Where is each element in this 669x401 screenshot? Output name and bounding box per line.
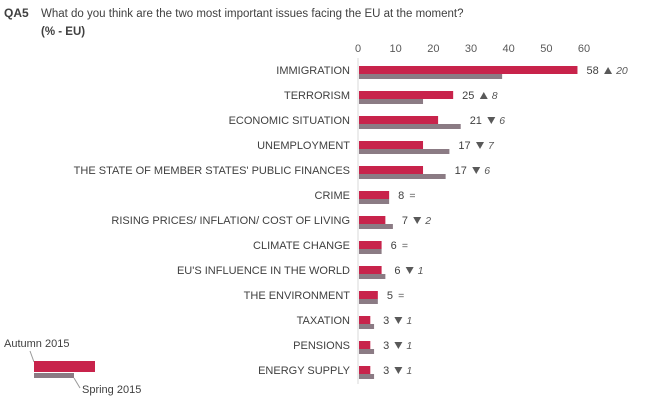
bars	[359, 66, 578, 379]
x-tick-label: 30	[465, 43, 477, 55]
x-axis: 0 10 20 30 40 50 60	[355, 43, 590, 384]
bar-autumn-2015	[359, 241, 382, 249]
value-label: 5	[387, 290, 393, 302]
bar-autumn-2015	[359, 141, 424, 149]
bar-spring-2015	[359, 299, 378, 304]
change-label: 1	[418, 265, 424, 277]
bar-spring-2015	[359, 349, 375, 354]
change-label: 1	[406, 340, 412, 352]
triangle-down-icon	[472, 167, 481, 174]
category-label: TERRORISM	[284, 90, 350, 102]
x-tick-label: 20	[427, 43, 439, 55]
category-label: THE ENVIRONMENT	[244, 290, 351, 302]
category-label: IMMIGRATION	[276, 65, 350, 77]
x-tick-label: 10	[390, 43, 402, 55]
bar-autumn-2015	[359, 166, 424, 174]
category-label: TAXATION	[297, 315, 350, 327]
bar-autumn-2015	[359, 91, 454, 99]
value-label: 3	[383, 365, 389, 377]
category-label: CRIME	[315, 190, 350, 202]
bar-spring-2015	[359, 274, 386, 279]
triangle-up-icon	[604, 67, 613, 74]
triangle-down-icon	[394, 317, 403, 324]
bar-spring-2015	[359, 99, 424, 104]
value-label: 58	[586, 65, 598, 77]
category-label: RISING PRICES/ INFLATION/ COST OF LIVING	[111, 215, 350, 227]
value-label: 3	[383, 340, 389, 352]
value-label: 17	[455, 165, 467, 177]
legend: Autumn 2015 Spring 2015	[4, 338, 141, 396]
bar-spring-2015	[359, 174, 446, 179]
category-label: CLIMATE CHANGE	[253, 240, 350, 252]
triangle-down-icon	[487, 117, 496, 124]
category-label: UNEMPLOYMENT	[257, 140, 350, 152]
triangle-down-icon	[405, 267, 414, 274]
value-label: 3	[383, 315, 389, 327]
x-tick-label: 60	[578, 43, 590, 55]
triangle-down-icon	[394, 342, 403, 349]
no-change-label: =	[409, 190, 415, 202]
bar-spring-2015	[359, 124, 461, 129]
bar-spring-2015	[359, 224, 393, 229]
bar-spring-2015	[359, 374, 375, 379]
bar-autumn-2015	[359, 66, 578, 74]
bar-autumn-2015	[359, 291, 378, 299]
legend-leader-line	[29, 350, 35, 363]
legend-swatch-spring	[34, 373, 74, 378]
value-label: 7	[402, 215, 408, 227]
change-label: 8	[492, 90, 498, 102]
legend-label-spring: Spring 2015	[82, 384, 141, 396]
category-label: ENERGY SUPPLY	[258, 365, 351, 377]
question-text: What do you think are the two most impor…	[41, 8, 464, 20]
bar-spring-2015	[359, 74, 503, 79]
bar-autumn-2015	[359, 316, 371, 324]
triangle-down-icon	[413, 217, 422, 224]
category-label: EU'S INFLUENCE IN THE WORLD	[177, 265, 350, 277]
triangle-up-icon	[479, 92, 488, 99]
bar-autumn-2015	[359, 116, 439, 124]
unit-label: (% - EU)	[41, 26, 85, 38]
triangle-down-icon	[476, 142, 484, 149]
bar-autumn-2015	[359, 341, 371, 349]
value-label: 8	[398, 190, 404, 202]
change-label: 6	[499, 115, 505, 127]
bar-autumn-2015	[359, 366, 371, 374]
no-change-label: =	[402, 240, 408, 252]
x-tick-label: 0	[355, 43, 361, 55]
question-code: QA5	[4, 6, 29, 20]
bar-autumn-2015	[359, 216, 386, 224]
legend-leader-line	[73, 377, 81, 389]
value-label: 6	[394, 265, 400, 277]
change-label: 1	[406, 365, 412, 377]
change-label: 2	[424, 215, 431, 227]
category-label: PENSIONS	[293, 340, 350, 352]
bar-spring-2015	[359, 249, 382, 254]
category-label: THE STATE OF MEMBER STATES' PUBLIC FINAN…	[74, 165, 350, 177]
change-label: 1	[406, 315, 412, 327]
change-label: 6	[484, 165, 490, 177]
bar-autumn-2015	[359, 266, 382, 274]
value-label: 25	[462, 90, 474, 102]
bar-spring-2015	[359, 149, 450, 154]
bar-spring-2015	[359, 324, 375, 329]
x-tick-label: 40	[503, 43, 515, 55]
value-label: 6	[391, 240, 397, 252]
value-label: 17	[458, 140, 470, 152]
change-label: 20	[615, 65, 628, 77]
no-change-label: =	[398, 290, 404, 302]
category-label: ECONOMIC SITUATION	[229, 115, 350, 127]
value-label: 21	[470, 115, 482, 127]
legend-label-autumn: Autumn 2015	[4, 338, 69, 350]
triangle-down-icon	[394, 367, 403, 374]
legend-swatch-autumn	[34, 361, 95, 372]
bar-spring-2015	[359, 199, 390, 204]
x-tick-label: 50	[540, 43, 552, 55]
change-label: 7	[488, 140, 495, 152]
bar-autumn-2015	[359, 191, 390, 199]
